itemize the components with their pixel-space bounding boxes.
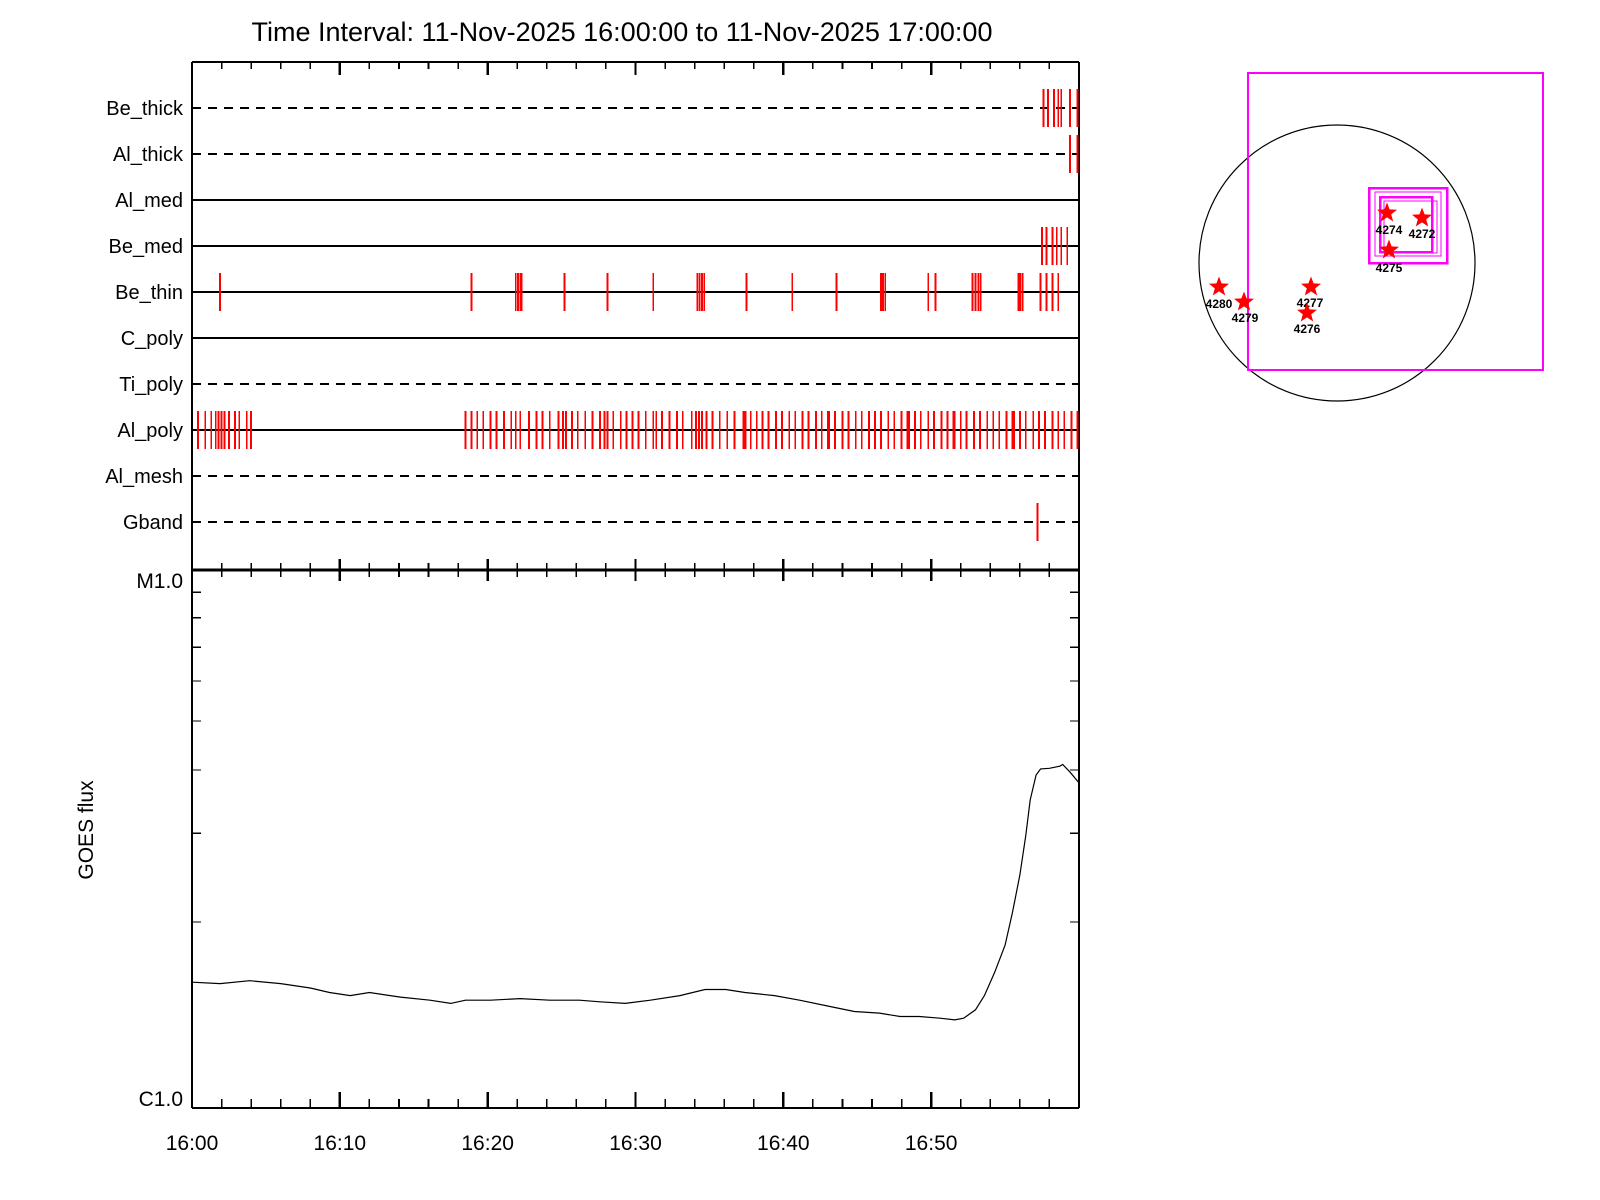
active-region-label-4275: 4275 <box>1376 261 1403 275</box>
solar-disk <box>1198 124 1476 402</box>
row-label-Be_thin: Be_thin <box>115 282 183 304</box>
active-region-label-4277: 4277 <box>1297 296 1324 310</box>
row-label-Be_thick: Be_thick <box>106 98 184 120</box>
active-region-star-4276 <box>1297 302 1317 322</box>
plot-graphics: Be_thick Al_thick Al_med Be_med Be_thin C_pol… <box>105 60 1544 1155</box>
row-label-Al_poly: Al_poly <box>117 420 183 442</box>
active-region-label-4280: 4280 <box>1206 297 1233 311</box>
active-region-star-4275 <box>1379 239 1399 259</box>
active-region-label-4272: 4272 <box>1409 227 1436 241</box>
fov-box-3 <box>1374 191 1442 257</box>
active-region-star-4274 <box>1377 202 1397 222</box>
fov-box-1 <box>1367 186 1449 265</box>
fov-box-2 <box>1378 195 1434 254</box>
row-label-Al_med: Al_med <box>115 190 183 212</box>
x-tick-label: 16:10 <box>314 1132 367 1155</box>
active-region-label-4274: 4274 <box>1376 223 1403 237</box>
fov-box-0 <box>1247 72 1544 371</box>
y-tick-label-m1: M1.0 <box>136 570 183 593</box>
row-label-C_poly: C_poly <box>121 328 183 350</box>
active-region-star-4272 <box>1412 207 1432 227</box>
x-tick-label: 16:30 <box>609 1132 662 1155</box>
x-tick-label: 16:20 <box>461 1132 514 1155</box>
plot-title: Time Interval: 11-Nov-2025 16:00:00 to 1… <box>252 17 993 47</box>
x-tick-label: 16:40 <box>757 1132 810 1155</box>
row-label-Al_thick: Al_thick <box>113 144 184 166</box>
goes-y-axis-label: GOES flux <box>75 780 98 880</box>
fov-box-4 <box>1383 200 1438 254</box>
row-label-Gband: Gband <box>123 512 183 534</box>
active-region-star-4279 <box>1234 291 1254 311</box>
active-region-label-4279: 4279 <box>1232 311 1259 325</box>
x-tick-label: 16:00 <box>166 1132 219 1155</box>
row-label-Be_med: Be_med <box>109 236 184 258</box>
row-label-Al_mesh: Al_mesh <box>105 466 183 488</box>
x-tick-label: 16:50 <box>905 1132 958 1155</box>
row-label-Ti_poly: Ti_poly <box>119 374 183 396</box>
goes-flux-curve <box>191 763 1080 1021</box>
active-region-star-4277 <box>1301 276 1321 296</box>
active-region-star-4280 <box>1209 276 1229 296</box>
active-region-label-4276: 4276 <box>1294 322 1321 336</box>
y-tick-label-c1: C1.0 <box>139 1088 183 1111</box>
